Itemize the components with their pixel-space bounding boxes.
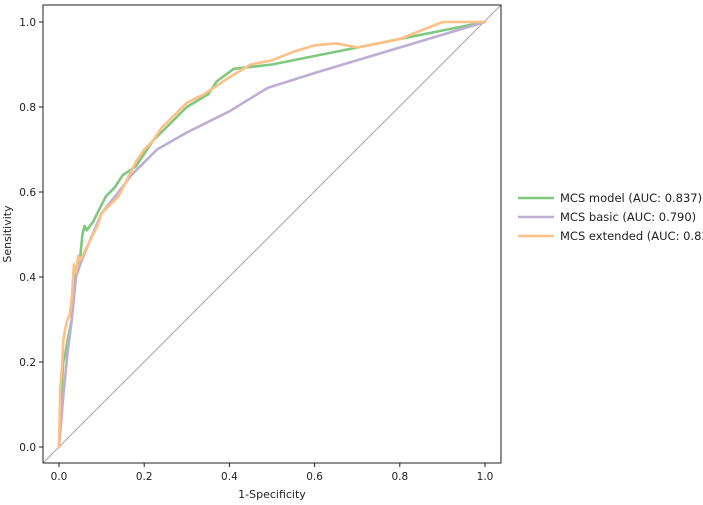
y-tick-label: 0.4 bbox=[19, 272, 36, 284]
x-tick-label: 0.4 bbox=[221, 471, 238, 483]
x-tick-label: 0.8 bbox=[391, 471, 408, 483]
plot-area bbox=[42, 4, 502, 464]
axes: 0.0 0.2 0.4 0.6 0.8 1.0 0.0 0.2 0.4 0.6 0.8 1.0 bbox=[19, 4, 502, 483]
legend: MCS model (AUC: 0.837) MCS basic (AUC: 0.… bbox=[518, 191, 703, 243]
y-axis-title: Sensitivity bbox=[1, 205, 14, 263]
x-axis-title: 1-Specificity bbox=[238, 488, 306, 501]
x-tick-label: 1.0 bbox=[477, 471, 494, 483]
y-tick-label: 0.0 bbox=[19, 442, 36, 454]
legend-label-series-1: MCS model (AUC: 0.837) bbox=[560, 191, 702, 205]
chance-diagonal-line bbox=[42, 4, 502, 464]
roc-curve-series-2 bbox=[57, 20, 487, 449]
x-tick-label: 0.0 bbox=[51, 471, 68, 483]
plot-frame bbox=[42, 4, 502, 464]
legend-label-series-3: MCS extended (AUC: 0.833) bbox=[560, 229, 703, 243]
roc-curve-series-3 bbox=[57, 20, 487, 449]
x-tick-label: 0.2 bbox=[136, 471, 153, 483]
legend-label-series-2: MCS basic (AUC: 0.790) bbox=[560, 210, 696, 224]
y-tick-label: 0.8 bbox=[19, 102, 36, 114]
y-tick-label: 1.0 bbox=[19, 17, 36, 29]
y-tick-label: 0.2 bbox=[19, 357, 36, 369]
y-tick-label: 0.6 bbox=[19, 187, 36, 199]
x-tick-label: 0.6 bbox=[306, 471, 323, 483]
